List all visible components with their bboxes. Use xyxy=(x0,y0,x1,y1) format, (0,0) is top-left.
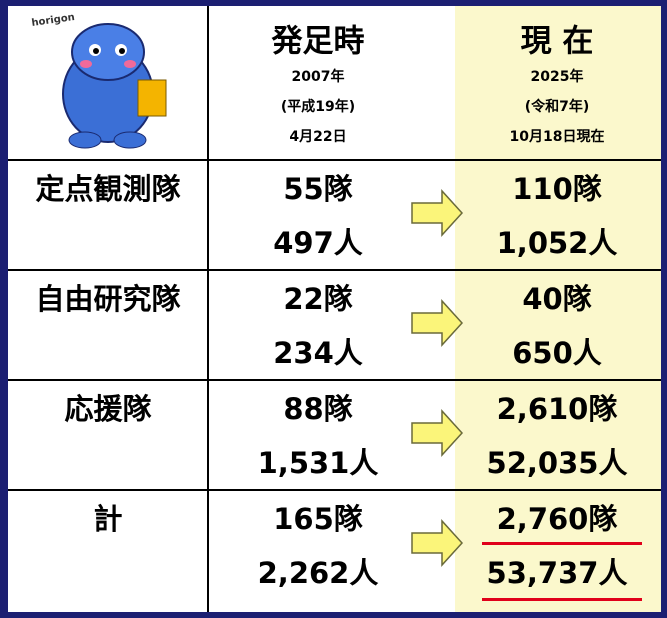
start-teams: 22隊 xyxy=(283,282,353,316)
current-teams: 2,760隊 xyxy=(496,502,618,536)
column-divider xyxy=(207,6,209,612)
mascot: horigon xyxy=(31,12,167,149)
column-date: 2007年 xyxy=(291,69,345,85)
start-teams: 55隊 xyxy=(283,172,353,206)
current-teams: 2,610隊 xyxy=(496,392,618,426)
start-teams: 88隊 xyxy=(283,392,353,426)
start-people: 1,531人 xyxy=(257,446,379,480)
row-divider xyxy=(8,379,661,381)
highlight-underline xyxy=(482,598,642,601)
arrow xyxy=(411,189,464,237)
current-teams: 40隊 xyxy=(522,282,592,316)
start-people: 234人 xyxy=(273,336,363,370)
arrow xyxy=(411,409,464,457)
highlight-underline xyxy=(482,542,642,545)
current-people: 53,737人 xyxy=(486,556,628,590)
arrow xyxy=(411,299,464,347)
start-people: 2,262人 xyxy=(257,556,379,590)
row-divider xyxy=(8,159,661,161)
current-people: 1,052人 xyxy=(496,226,618,260)
row-label: 応援隊 xyxy=(64,392,152,426)
current-teams: 110隊 xyxy=(512,172,602,206)
row-label: 計 xyxy=(93,502,123,536)
start-teams: 165隊 xyxy=(273,502,363,536)
current-people: 52,035人 xyxy=(486,446,628,480)
row-divider xyxy=(8,489,661,491)
column-date: (令和7年) xyxy=(524,99,590,115)
column-date: 4月22日 xyxy=(289,129,347,145)
column-date: (平成19年) xyxy=(280,99,356,115)
current-people: 650人 xyxy=(512,336,602,370)
mascot-label: horigon xyxy=(31,12,76,29)
row-label: 自由研究隊 xyxy=(35,282,181,316)
row-divider xyxy=(8,269,661,271)
current-column-background xyxy=(455,6,661,612)
start-people: 497人 xyxy=(273,226,363,260)
column-title: 現 在 xyxy=(520,23,594,60)
column-date: 10月18日現在 xyxy=(509,129,605,145)
column-title: 発足時 xyxy=(271,23,365,60)
arrow xyxy=(411,519,464,567)
column-date: 2025年 xyxy=(530,69,584,85)
row-label: 定点観測隊 xyxy=(35,172,181,206)
